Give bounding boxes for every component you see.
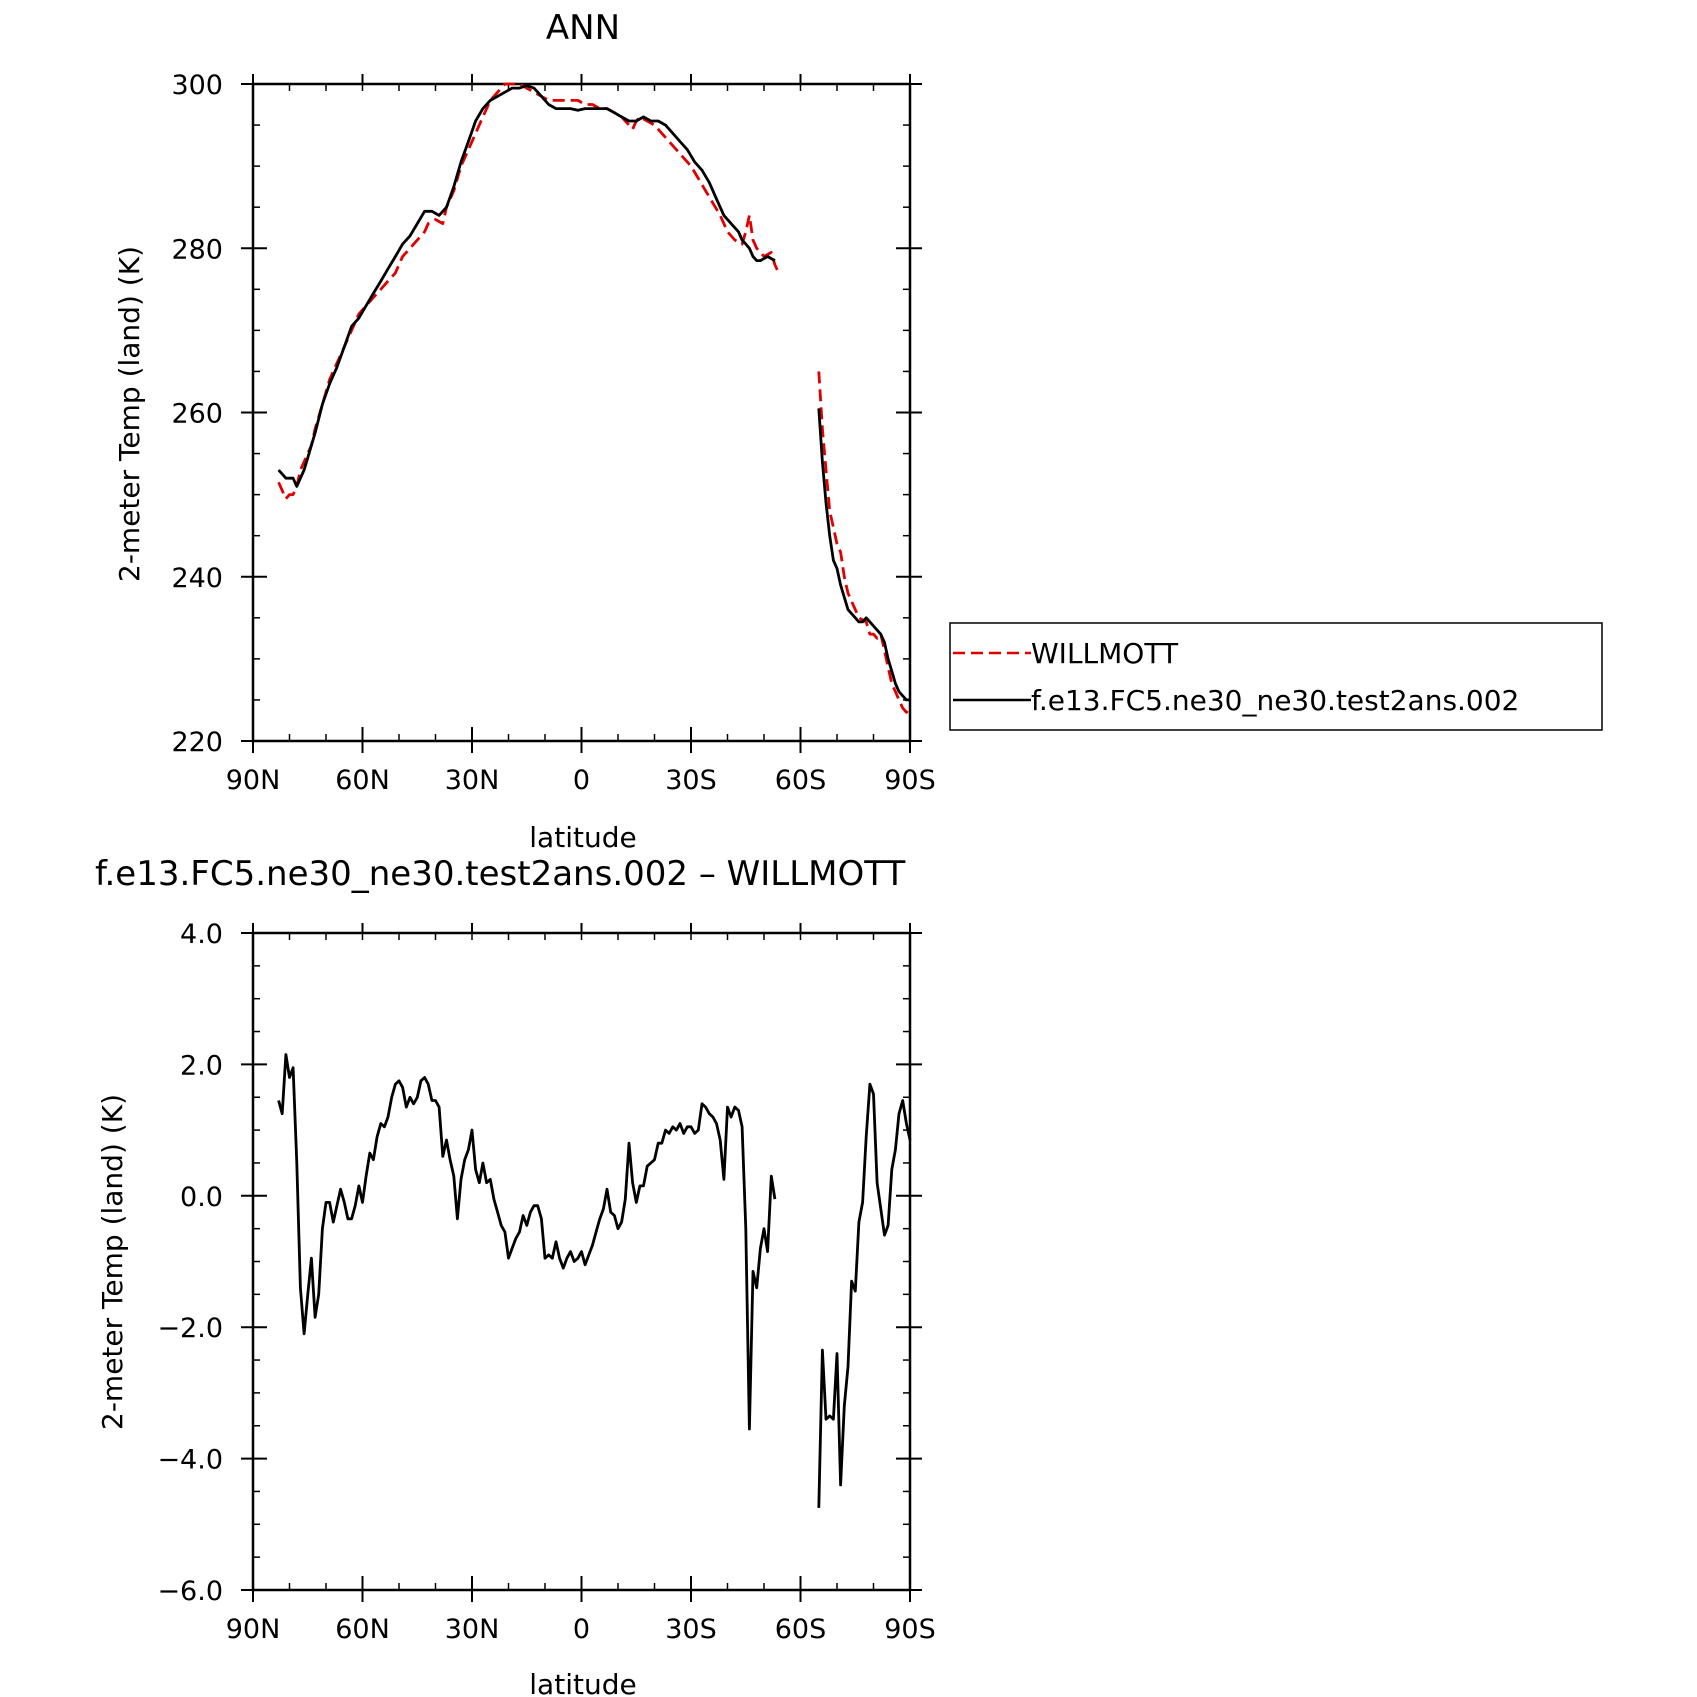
- x-tick-label: 60S: [775, 765, 827, 796]
- y-tick-label: −4.0: [157, 1445, 223, 1476]
- x-tick-label: 90S: [884, 765, 936, 796]
- y-tick-label: 4.0: [180, 919, 223, 950]
- bottom-panel: f.e13.FC5.ne30_ne30.test2ans.002 – WILLM…: [95, 854, 936, 1697]
- y-tick-label: 2.0: [180, 1050, 223, 1081]
- x-tick-label: 60N: [335, 1614, 390, 1645]
- top-chart-title: ANN: [546, 8, 620, 48]
- legend-label-willmott: WILLMOTT: [1031, 637, 1179, 670]
- x-tick-label: 90N: [226, 765, 281, 796]
- y-tick-label: −6.0: [157, 1576, 223, 1607]
- x-tick-label: 60S: [775, 1614, 827, 1645]
- series-line-0: [817, 1082, 912, 1508]
- bottom-x-axis-label: latitude: [529, 1668, 636, 1697]
- y-tick-label: −2.0: [157, 1313, 223, 1344]
- x-tick-label: 30S: [665, 1614, 717, 1645]
- plot-frame: [251, 931, 912, 1592]
- y-tick-label: 260: [171, 399, 223, 430]
- x-tick-label: 30S: [665, 765, 717, 796]
- top-panel: ANN latitude 2-meter Temp (land) (K) WIL…: [113, 8, 1603, 854]
- y-tick-label: 0.0: [180, 1182, 223, 1213]
- top-x-axis-label: latitude: [529, 821, 636, 854]
- legend-box: [949, 622, 1603, 731]
- plot-frame: [251, 82, 912, 743]
- x-tick-label: 60N: [335, 765, 390, 796]
- x-tick-label: 90N: [226, 1614, 281, 1645]
- y-tick-label: 240: [171, 563, 223, 594]
- y-tick-label: 220: [171, 727, 223, 758]
- x-tick-label: 90S: [884, 1614, 936, 1645]
- series-line-0: [277, 1053, 777, 1431]
- series-line-1: [277, 84, 776, 488]
- series-line-0: [277, 82, 780, 501]
- y-tick-label: 280: [171, 234, 223, 265]
- x-tick-label: 30N: [445, 765, 500, 796]
- bottom-chart-title: f.e13.FC5.ne30_ne30.test2ans.002 – WILLM…: [95, 854, 905, 894]
- x-tick-label: 0: [573, 1614, 590, 1645]
- top-y-axis-label: 2-meter Temp (land) (K): [113, 246, 146, 582]
- series-line-1: [817, 408, 910, 702]
- x-tick-label: 30N: [445, 1614, 500, 1645]
- legend-label-model: f.e13.FC5.ne30_ne30.test2ans.002: [1031, 684, 1519, 717]
- y-tick-label: 300: [171, 70, 223, 101]
- bottom-y-axis-label: 2-meter Temp (land) (K): [96, 1094, 129, 1430]
- legend: WILLMOTT f.e13.FC5.ne30_ne30.test2ans.00…: [949, 622, 1603, 731]
- series-line-0: [817, 371, 912, 714]
- x-tick-label: 0: [573, 765, 590, 796]
